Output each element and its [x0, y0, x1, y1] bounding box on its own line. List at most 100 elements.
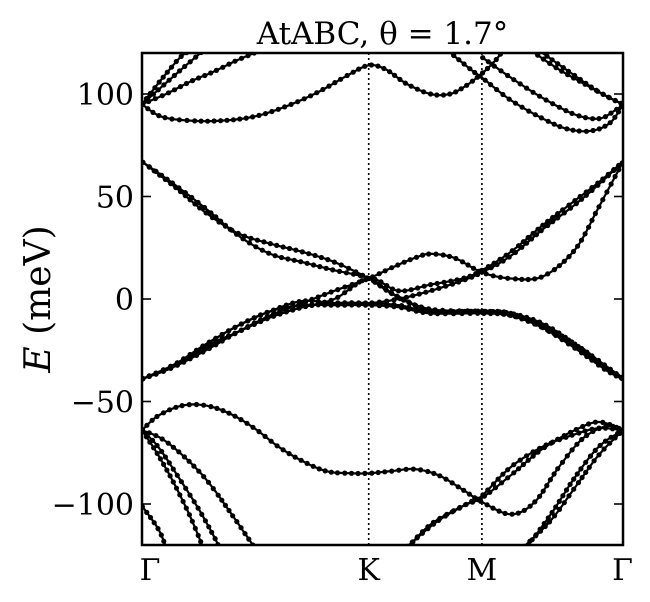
band-point	[578, 466, 584, 472]
band-point	[545, 118, 551, 124]
band-point	[309, 302, 315, 308]
band-point	[576, 113, 582, 119]
band-point	[428, 282, 434, 288]
band-point	[264, 316, 270, 322]
band-point	[485, 264, 491, 270]
band-point	[521, 507, 527, 513]
band-point	[555, 211, 561, 217]
band-point	[555, 215, 561, 221]
band-point	[378, 279, 384, 285]
band-point	[520, 239, 527, 245]
band-point	[472, 69, 478, 76]
band-point	[501, 311, 507, 317]
band-point	[577, 193, 583, 200]
band-point	[285, 256, 291, 262]
band-point	[395, 288, 402, 294]
band-point	[146, 98, 152, 105]
band-point	[560, 493, 566, 499]
band-point	[328, 297, 334, 303]
band-point	[145, 106, 151, 112]
band-point	[320, 86, 326, 93]
band-point	[150, 109, 156, 115]
x-tick-label: K	[358, 553, 381, 588]
band-point	[578, 237, 585, 243]
band-point	[530, 453, 536, 459]
band-point	[538, 274, 544, 280]
band-point	[607, 440, 613, 446]
band-point	[259, 247, 265, 253]
band-point	[274, 443, 280, 449]
band-point	[572, 341, 578, 347]
band-point	[564, 126, 570, 132]
band-point	[544, 483, 550, 489]
band-point	[202, 518, 208, 524]
band-point	[242, 531, 248, 537]
band-point	[602, 114, 609, 120]
band-18	[142, 428, 204, 545]
band-point	[169, 180, 175, 186]
band-point	[527, 318, 533, 324]
band-point	[206, 339, 212, 345]
band-point	[519, 276, 525, 282]
band-point	[256, 112, 262, 118]
band-point	[234, 231, 240, 237]
band-point	[151, 520, 157, 526]
band-point	[538, 115, 545, 121]
band-point	[310, 262, 317, 268]
band-point	[505, 467, 511, 473]
band-point	[490, 273, 496, 279]
band-point	[499, 480, 505, 486]
band-point	[262, 111, 269, 117]
band-point	[157, 456, 163, 462]
band-point	[408, 287, 414, 293]
band-point	[458, 86, 464, 92]
band-point	[350, 69, 356, 75]
band-point	[219, 497, 225, 503]
band-point	[331, 259, 337, 265]
band-line-21	[407, 426, 623, 545]
band-point	[579, 474, 585, 481]
band-point	[571, 476, 577, 482]
band-point	[187, 59, 193, 65]
band-point	[342, 284, 348, 290]
band-point	[433, 251, 439, 257]
band-point	[290, 300, 296, 306]
band-point	[428, 91, 434, 97]
band-point	[410, 466, 416, 472]
band-point	[426, 251, 432, 257]
band-point	[160, 368, 166, 374]
band-point	[245, 318, 251, 324]
band-point	[314, 90, 320, 96]
band-point	[267, 241, 273, 247]
band-point	[470, 265, 477, 271]
band-point	[250, 114, 256, 120]
band-point	[591, 458, 597, 464]
band-point	[425, 526, 431, 532]
band-point	[295, 99, 301, 105]
band-point	[164, 176, 170, 182]
band-point	[238, 417, 244, 423]
band-point	[274, 242, 280, 248]
band-point	[208, 70, 214, 76]
band-point	[602, 438, 609, 444]
band-point	[547, 477, 554, 483]
band-point	[564, 453, 570, 459]
band-point	[159, 448, 165, 455]
band-point	[488, 310, 494, 317]
band-point	[238, 321, 244, 327]
band-point	[170, 479, 176, 485]
band-point	[328, 289, 334, 295]
band-point	[389, 265, 395, 271]
band-point	[369, 470, 375, 476]
band-point	[490, 505, 496, 511]
band-point	[376, 271, 382, 277]
band-point	[563, 487, 570, 493]
band-point	[532, 112, 538, 118]
band-point	[553, 65, 559, 71]
band-point	[248, 235, 254, 241]
band-point	[456, 57, 462, 63]
band-point	[291, 257, 297, 263]
band-point	[418, 467, 424, 473]
band-point	[182, 63, 188, 70]
band-point	[232, 324, 238, 330]
